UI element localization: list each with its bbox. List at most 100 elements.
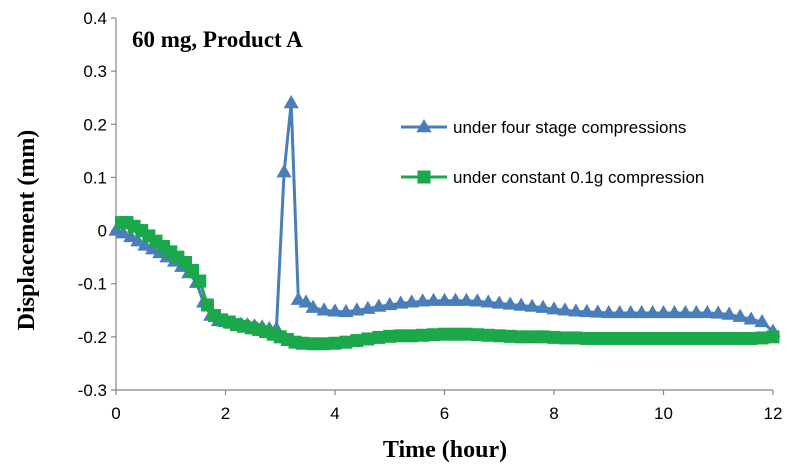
series-2-point bbox=[514, 330, 528, 344]
series-1-point bbox=[327, 303, 343, 317]
series-1-point bbox=[699, 304, 715, 319]
legend-item-2: under constant 0.1g compression bbox=[401, 168, 704, 187]
x-tick-label: 10 bbox=[654, 404, 673, 423]
series-2-point bbox=[711, 331, 725, 345]
y-tick-label: 0.2 bbox=[83, 115, 107, 134]
series-1-point bbox=[316, 302, 332, 316]
series-1-point bbox=[283, 95, 299, 109]
y-tick-label: 0.4 bbox=[83, 9, 107, 28]
legend-marker-2 bbox=[417, 170, 431, 184]
series-1-point bbox=[612, 304, 628, 319]
series-2-point bbox=[503, 329, 517, 343]
series-2-point bbox=[372, 330, 386, 344]
series-1-point bbox=[557, 302, 573, 316]
series-2-point bbox=[635, 331, 649, 345]
series-2 bbox=[114, 216, 780, 351]
x-tick-label: 4 bbox=[330, 404, 339, 423]
series-1-point bbox=[382, 296, 398, 311]
series-1-point bbox=[349, 302, 365, 316]
series-1-point bbox=[371, 298, 387, 312]
x-axis-label: Time (hour) bbox=[383, 437, 507, 463]
series-1-point bbox=[743, 311, 759, 325]
legend-label-2: under constant 0.1g compression bbox=[453, 168, 704, 187]
series-2-point bbox=[689, 331, 703, 345]
series-2-point bbox=[448, 327, 462, 341]
series-2-point bbox=[186, 263, 200, 277]
series-1-point bbox=[115, 225, 131, 239]
series-1-point bbox=[666, 304, 683, 319]
series-1-point bbox=[130, 233, 146, 247]
series-1-point bbox=[425, 292, 442, 306]
series-2-point bbox=[755, 331, 769, 345]
series-2-point bbox=[558, 331, 572, 345]
series-1-point bbox=[276, 164, 292, 178]
series-1-point bbox=[546, 301, 562, 315]
series-1-point bbox=[458, 292, 474, 306]
series-2-point bbox=[339, 335, 353, 349]
series-1-point bbox=[404, 294, 420, 308]
y-tick-label: -0.3 bbox=[78, 381, 107, 400]
series-1-point bbox=[447, 292, 464, 306]
series-1-point bbox=[360, 300, 376, 314]
series-1-point bbox=[502, 296, 518, 310]
series-2-point bbox=[492, 329, 506, 343]
series-2-point bbox=[547, 330, 561, 344]
series-1-point bbox=[469, 293, 485, 307]
series-2-point bbox=[306, 337, 320, 351]
x-tick-label: 2 bbox=[221, 404, 230, 423]
series-2-point bbox=[459, 327, 473, 341]
series-1-point bbox=[123, 228, 139, 243]
y-tick-label: 0.1 bbox=[83, 168, 107, 187]
y-tick-label: 0.3 bbox=[83, 62, 107, 81]
x-tick-label: 0 bbox=[111, 404, 120, 423]
series-1-point bbox=[393, 295, 409, 309]
series-1-point bbox=[590, 304, 606, 318]
series-2-point bbox=[295, 336, 309, 350]
series-1-point bbox=[338, 303, 354, 318]
x-tick-label: 6 bbox=[440, 404, 449, 423]
series-2-point bbox=[525, 330, 539, 344]
x-axis-ticks: 0 2 4 6 8 10 12 bbox=[111, 390, 782, 423]
series-1-point bbox=[655, 304, 672, 319]
series-2-point bbox=[405, 329, 419, 343]
series-2-point bbox=[657, 331, 670, 345]
y-tick-label: 0 bbox=[98, 222, 107, 241]
series-1-point bbox=[754, 313, 770, 328]
series-2-point bbox=[394, 329, 408, 343]
series-1-point bbox=[732, 308, 748, 322]
series-2-point bbox=[766, 330, 780, 344]
legend: under four stage compressions under const… bbox=[401, 118, 704, 187]
series-2-point bbox=[361, 332, 375, 346]
series-1-point bbox=[710, 305, 726, 319]
series-2-point bbox=[481, 328, 495, 342]
y-tick-label: -0.2 bbox=[78, 328, 107, 347]
y-tick-label: -0.1 bbox=[78, 275, 107, 294]
series-2-point bbox=[438, 327, 451, 341]
series-1-point bbox=[137, 237, 153, 251]
series-1 bbox=[108, 95, 781, 337]
series-2-point bbox=[416, 328, 430, 342]
series-2-point bbox=[613, 331, 627, 345]
series-2-point bbox=[200, 298, 214, 312]
series-1-point bbox=[568, 303, 584, 317]
series-1-point bbox=[721, 306, 737, 320]
series-2-point bbox=[569, 331, 583, 345]
series-2-point bbox=[350, 334, 364, 348]
series-1-point bbox=[688, 304, 704, 319]
series-2-point bbox=[536, 330, 550, 344]
series-1-point bbox=[623, 304, 639, 319]
series-1-point bbox=[677, 304, 693, 319]
series-2-point bbox=[591, 331, 605, 345]
series-2-point bbox=[744, 331, 758, 345]
series-2-point bbox=[722, 331, 736, 345]
legend-marker-1 bbox=[416, 119, 432, 133]
series-1-point bbox=[601, 304, 617, 319]
y-axis-ticks: -0.3 -0.2 -0.1 0 0.1 0.2 0.3 0.4 bbox=[78, 9, 116, 400]
series-2-point bbox=[580, 331, 594, 345]
series-2-point bbox=[317, 337, 331, 351]
series-2-point bbox=[678, 331, 692, 345]
x-tick-label: 8 bbox=[549, 404, 558, 423]
series-1-point bbox=[298, 294, 314, 308]
series-2-point bbox=[733, 331, 747, 345]
